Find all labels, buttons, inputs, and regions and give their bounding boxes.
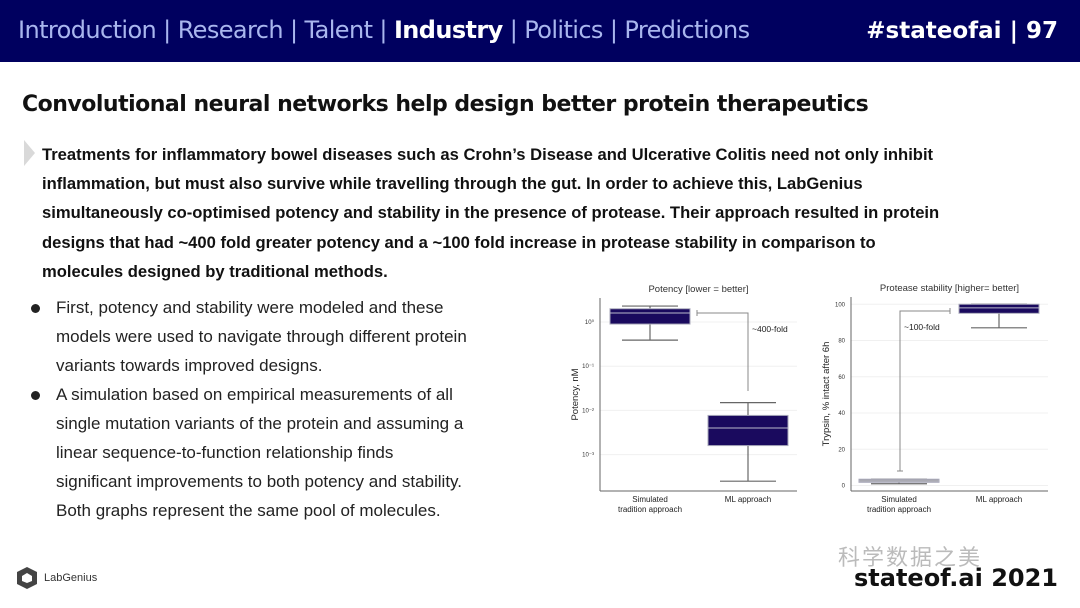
y-tick-label: 40 — [838, 411, 845, 417]
bullet-item: A simulation based on empirical measurem… — [28, 380, 467, 525]
x-tick-label: Simulated — [881, 495, 917, 504]
footer-brand: stateof.ai 2021 — [853, 564, 1058, 592]
nav-separator: | — [602, 16, 625, 44]
x-tick-label: tradition approach — [618, 505, 682, 514]
y-tick-label: 100 — [835, 302, 846, 308]
triangle-bullet-icon — [24, 140, 35, 166]
bullet-dot-icon — [31, 304, 40, 313]
section-nav: Introduction | Research | Talent | Indus… — [18, 16, 750, 44]
box — [958, 303, 1040, 314]
paragraph-line: Treatments for inflammatory bowel diseas… — [42, 145, 934, 164]
bullet-line: linear sequence-to-function relationship… — [56, 443, 394, 462]
summary-paragraph: Treatments for inflammatory bowel diseas… — [42, 140, 939, 286]
bullet-line: Both graphs represent the same pool of m… — [56, 501, 441, 520]
nav-politics[interactable]: Politics — [524, 16, 603, 44]
x-tick-label: ML approach — [725, 495, 771, 504]
x-tick-label: Simulated — [632, 495, 668, 504]
y-tick-label: 10⁻² — [582, 408, 594, 414]
bullet-dot-icon — [31, 391, 40, 400]
annotation-label: ~100-fold — [904, 322, 940, 332]
logo-text: LabGenius — [44, 572, 98, 584]
bullet-line: significant improvements to both potency… — [56, 472, 463, 491]
paragraph-line: simultaneously co-optimised potency and … — [42, 203, 940, 223]
y-tick-label: 10⁻¹ — [582, 364, 594, 370]
paragraph-line: designs that had ~400 fold greater poten… — [42, 232, 876, 252]
bullet-line: A simulation based on empirical measurem… — [56, 385, 453, 404]
bullet-line: single mutation variants of the protein … — [56, 414, 464, 433]
bullet-line: models were used to navigate through dif… — [56, 327, 467, 346]
nav-research[interactable]: Research — [177, 16, 284, 44]
nav-separator: | — [282, 16, 305, 44]
paragraph-line: molecules designed by traditional method… — [42, 261, 388, 281]
annotation-bracket — [897, 308, 951, 472]
bullet-item: First, potency and stability were modele… — [28, 293, 467, 380]
bullet-list: First, potency and stability were modele… — [28, 293, 467, 525]
y-tick-label: 60 — [838, 375, 845, 381]
nav-predictions[interactable]: Predictions — [624, 16, 750, 44]
y-tick-label: 10⁰ — [585, 319, 595, 326]
labgenius-logo-icon — [17, 567, 37, 589]
annotation-bracket — [696, 310, 749, 391]
box — [609, 308, 691, 325]
nav-talent[interactable]: Talent — [304, 16, 373, 44]
chart-title: Potency [lower = better] — [648, 284, 748, 295]
nav-industry[interactable]: Industry — [393, 16, 503, 44]
nav-separator: | — [156, 16, 178, 44]
annotation-label: ~400-fold — [752, 324, 788, 334]
y-tick-label: 0 — [842, 484, 846, 490]
watermark: 科学数据之美 — [838, 545, 983, 570]
box — [707, 414, 789, 447]
y-axis-label: Potency, nM — [570, 368, 581, 420]
slide-title: Convolutional neural networks help desig… — [22, 92, 869, 117]
nav-separator: | — [372, 16, 394, 44]
header-bar: Introduction | Research | Talent | Indus… — [0, 0, 1080, 62]
y-axis-label: Trypsin, % intact after 6h — [821, 342, 832, 447]
x-tick-label: ML approach — [976, 495, 1022, 504]
chart-title: Protease stability [higher= better] — [880, 283, 1019, 294]
labgenius-logo: LabGenius — [16, 566, 97, 590]
y-tick-label: 80 — [838, 339, 845, 345]
nav-introduction[interactable]: Introduction — [18, 16, 157, 44]
slide-tag: #stateofai | 97 — [866, 18, 1058, 44]
nav-separator: | — [502, 16, 525, 44]
bullet-line: First, potency and stability were modele… — [56, 298, 444, 317]
bullet-line: variants towards improved designs. — [56, 356, 323, 375]
y-tick-label: 20 — [838, 447, 845, 453]
paragraph-line: inflammation, but must also survive whil… — [42, 174, 863, 194]
y-tick-label: 10⁻³ — [582, 453, 594, 459]
x-tick-label: tradition approach — [867, 505, 931, 514]
